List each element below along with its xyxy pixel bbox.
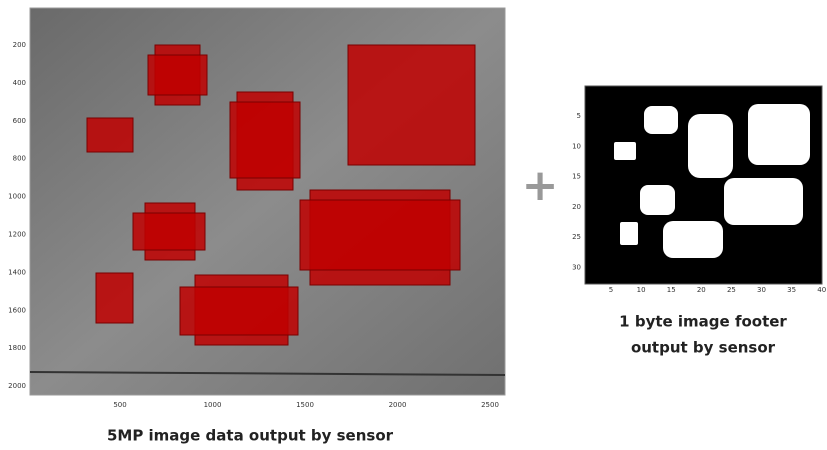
- y-tick-label: 200: [13, 41, 26, 49]
- y-tick-label: 10: [572, 142, 581, 150]
- x-tick-label: 10: [637, 286, 646, 294]
- y-tick-label: 400: [13, 79, 26, 87]
- y-tick-label: 1800: [8, 344, 26, 352]
- x-tick-label: 25: [727, 286, 736, 294]
- x-tick-label: 2000: [389, 401, 407, 409]
- y-tick-label: 1600: [8, 306, 26, 314]
- y-tick-label: 600: [13, 117, 26, 125]
- y-tick-label: 15: [572, 173, 581, 181]
- image-caption: 5MP image data output by sensor: [107, 427, 394, 445]
- x-tick-label: 1500: [296, 401, 314, 409]
- y-tick-label: 1400: [8, 268, 26, 276]
- x-tick-label: 5: [609, 286, 613, 294]
- y-tick-label: 800: [13, 155, 26, 163]
- x-tick-label: 500: [113, 401, 126, 409]
- y-tick-label: 20: [572, 203, 581, 211]
- plus-sign: +: [522, 160, 559, 211]
- figure: + 5MP image data output by sensor 1 byte…: [0, 0, 827, 450]
- x-tick-label: 15: [667, 286, 676, 294]
- x-tick-label: 40: [817, 286, 826, 294]
- footer-caption: 1 byte image footer: [619, 313, 787, 331]
- x-tick-label: 1000: [204, 401, 222, 409]
- y-tick-label: 1000: [8, 193, 26, 201]
- x-tick-label: 30: [757, 286, 766, 294]
- y-tick-label: 1200: [8, 231, 26, 239]
- x-tick-label: 35: [787, 286, 796, 294]
- x-tick-label: 20: [697, 286, 706, 294]
- footer-caption: output by sensor: [631, 339, 776, 357]
- page: + 5MP image data output by sensor 1 byte…: [0, 0, 827, 450]
- y-tick-label: 2000: [8, 382, 26, 390]
- y-tick-label: 5: [577, 112, 581, 120]
- y-tick-label: 25: [572, 233, 581, 241]
- y-tick-label: 30: [572, 264, 581, 272]
- x-tick-label: 2500: [481, 401, 499, 409]
